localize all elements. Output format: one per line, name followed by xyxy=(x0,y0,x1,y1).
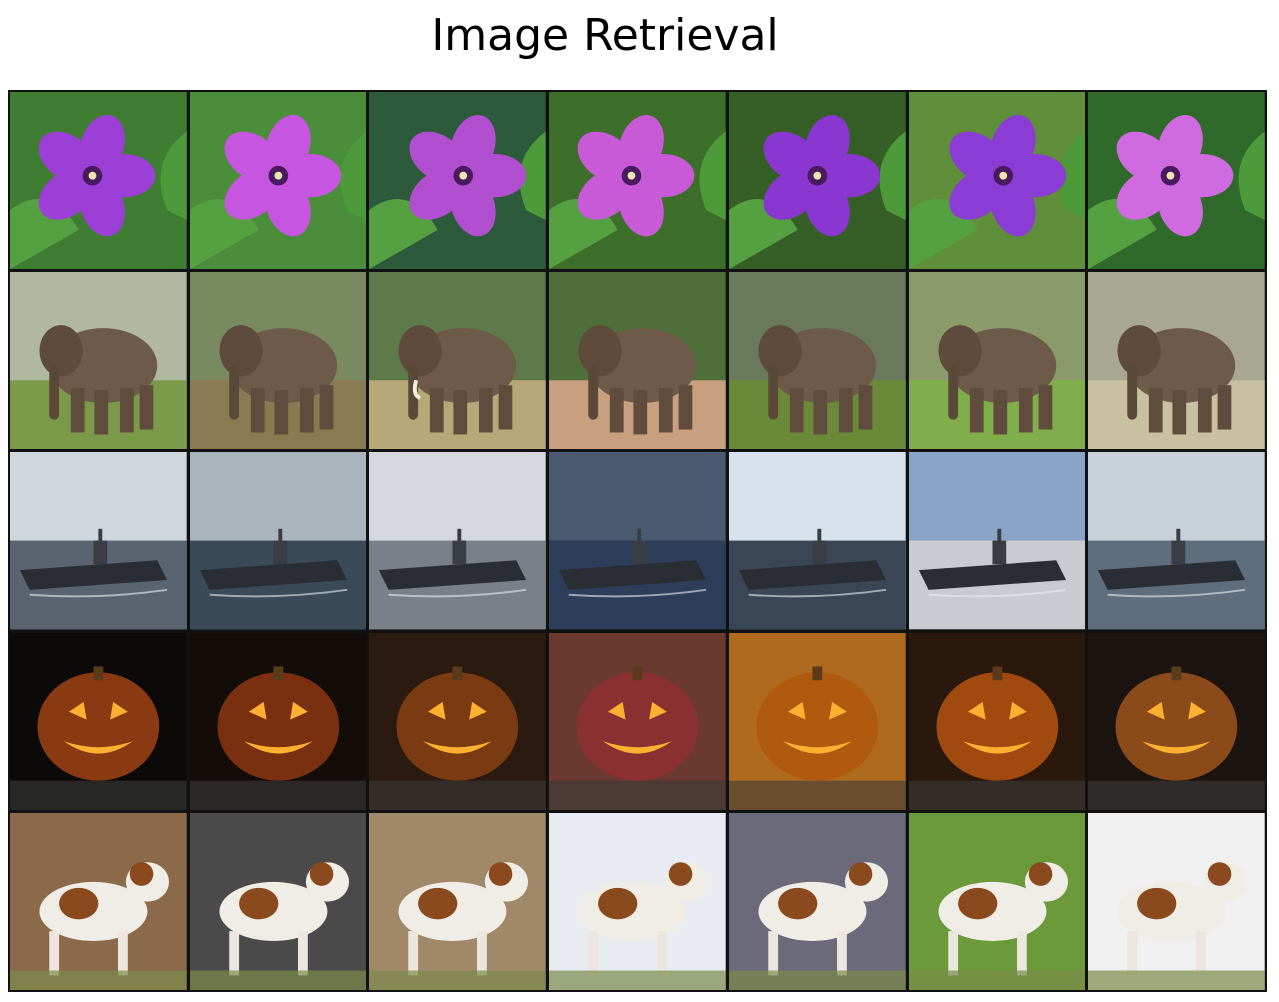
purple-flower-image xyxy=(549,92,726,270)
aircraft-carrier-photo xyxy=(10,452,187,630)
elephant-image xyxy=(189,272,367,450)
dog-image xyxy=(1088,812,1265,990)
aircraft-carrier-image xyxy=(728,452,906,630)
purple-flower-image xyxy=(728,92,906,270)
jack-o-lantern-image xyxy=(728,632,906,810)
dog-image xyxy=(908,812,1086,990)
aircraft-carrier-image xyxy=(369,452,547,630)
image-grid xyxy=(8,90,1267,992)
elephant-photo xyxy=(728,272,906,450)
aircraft-carrier-image xyxy=(908,452,1086,630)
dog-photo xyxy=(549,812,726,990)
purple-flower-image xyxy=(369,92,547,270)
dog-image xyxy=(10,812,187,990)
purple-flower-image xyxy=(1088,92,1265,270)
elephant-photo xyxy=(10,272,187,450)
purple-flower-photo xyxy=(728,92,906,270)
dog-photo xyxy=(908,812,1086,990)
aircraft-carrier-photo xyxy=(1088,452,1265,630)
jack-o-lantern-image xyxy=(549,632,726,810)
aircraft-carrier-photo xyxy=(728,452,906,630)
elephant-image xyxy=(549,272,726,450)
purple-flower-photo xyxy=(10,92,187,270)
jack-o-lantern-image xyxy=(189,632,367,810)
jack-o-lantern-image xyxy=(10,632,187,810)
purple-flower-photo xyxy=(369,92,547,270)
jack-o-lantern-photo xyxy=(908,632,1086,810)
purple-flower-photo xyxy=(908,92,1086,270)
aircraft-carrier-image xyxy=(10,452,187,630)
purple-flower-image xyxy=(10,92,187,270)
aircraft-carrier-photo xyxy=(369,452,547,630)
elephant-photo xyxy=(549,272,726,450)
aircraft-carrier-image xyxy=(549,452,726,630)
dog-image xyxy=(369,812,547,990)
jack-o-lantern-photo xyxy=(10,632,187,810)
elephant-photo xyxy=(189,272,367,450)
jack-o-lantern-photo xyxy=(369,632,547,810)
dog-photo xyxy=(189,812,367,990)
purple-flower-photo xyxy=(1088,92,1265,270)
aircraft-carrier-photo xyxy=(549,452,726,630)
page-title: Image Retrieval xyxy=(431,10,779,61)
elephant-image xyxy=(1088,272,1265,450)
elephant-photo xyxy=(908,272,1086,450)
purple-flower-photo xyxy=(189,92,367,270)
dog-photo xyxy=(10,812,187,990)
aircraft-carrier-image xyxy=(1088,452,1265,630)
elephant-image xyxy=(908,272,1086,450)
elephant-photo xyxy=(369,272,547,450)
elephant-image xyxy=(369,272,547,450)
purple-flower-photo xyxy=(549,92,726,270)
dog-photo xyxy=(1088,812,1265,990)
jack-o-lantern-image xyxy=(1088,632,1265,810)
purple-flower-image xyxy=(189,92,367,270)
jack-o-lantern-photo xyxy=(1088,632,1265,810)
aircraft-carrier-photo xyxy=(908,452,1086,630)
dog-image xyxy=(728,812,906,990)
jack-o-lantern-photo xyxy=(549,632,726,810)
jack-o-lantern-image xyxy=(908,632,1086,810)
elephant-photo xyxy=(1088,272,1265,450)
elephant-image xyxy=(10,272,187,450)
purple-flower-image xyxy=(908,92,1086,270)
jack-o-lantern-photo xyxy=(189,632,367,810)
dog-image xyxy=(549,812,726,990)
jack-o-lantern-photo xyxy=(728,632,906,810)
dog-photo xyxy=(728,812,906,990)
jack-o-lantern-image xyxy=(369,632,547,810)
elephant-image xyxy=(728,272,906,450)
aircraft-carrier-photo xyxy=(189,452,367,630)
dog-image xyxy=(189,812,367,990)
dog-photo xyxy=(369,812,547,990)
aircraft-carrier-image xyxy=(189,452,367,630)
